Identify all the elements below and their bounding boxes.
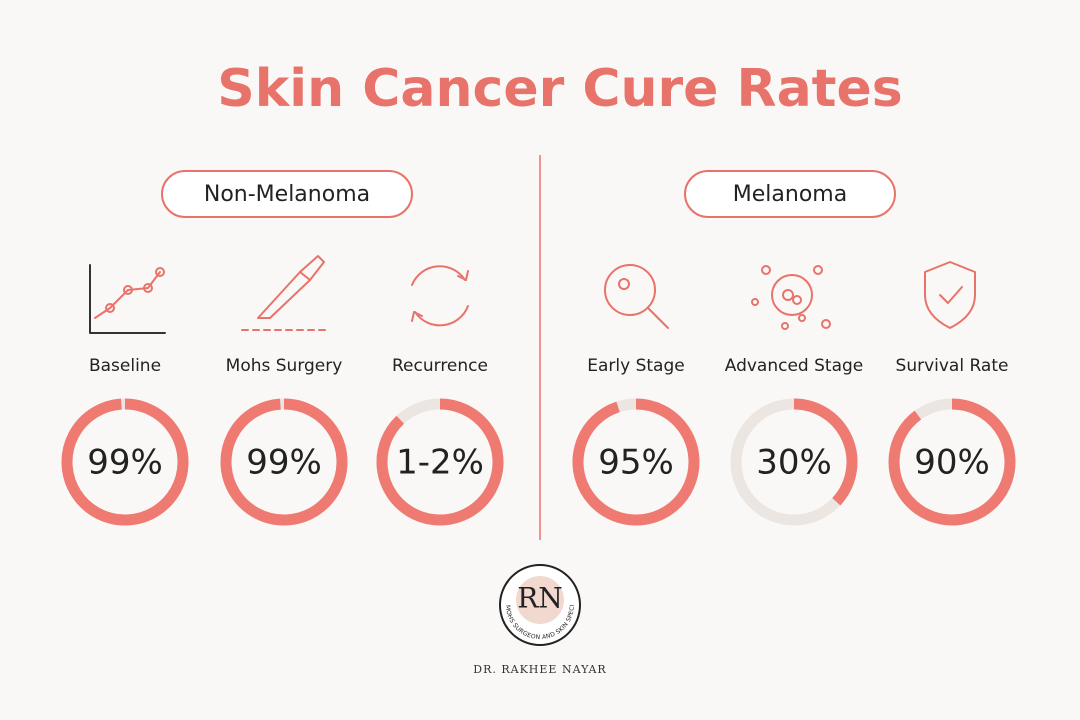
- item-label: Survival Rate: [896, 356, 1009, 376]
- item-label: Advanced Stage: [725, 356, 864, 376]
- item-label: Early Stage: [587, 356, 684, 376]
- group-title: Non-Melanoma: [204, 182, 370, 207]
- ring-arc: [572, 398, 700, 526]
- ring-arc: [376, 398, 504, 526]
- logo-name: DR. RAKHEE NAYAR: [473, 663, 606, 676]
- ring-value: 99%: [87, 443, 163, 483]
- scalpel-icon: [241, 255, 326, 331]
- ring-value: 99%: [246, 443, 322, 483]
- ring-value: 1-2%: [396, 443, 484, 483]
- chart-icon: [89, 264, 166, 334]
- magnifier-icon: [604, 264, 669, 329]
- ring-value: 90%: [914, 443, 990, 483]
- shield-icon: [924, 261, 976, 329]
- logo-initials: RN: [517, 582, 563, 615]
- item-label: Recurrence: [392, 356, 488, 376]
- group-title: Melanoma: [733, 182, 847, 207]
- ring-arc: [888, 398, 1016, 526]
- group-pill: [161, 170, 413, 218]
- item-label: Mohs Surgery: [226, 356, 343, 376]
- logo-mark: [516, 576, 564, 624]
- ring-value: 30%: [756, 443, 832, 483]
- cells-icon: [751, 265, 831, 330]
- item-label: Baseline: [89, 356, 161, 376]
- ring-arc: [220, 398, 348, 526]
- refresh-icon: [411, 265, 469, 327]
- group-pill: [684, 170, 896, 218]
- title: Skin Cancer Cure Rates: [217, 59, 903, 119]
- ring-arc: [793, 398, 858, 506]
- ring-value: 95%: [598, 443, 674, 483]
- ring-arc: [61, 398, 189, 526]
